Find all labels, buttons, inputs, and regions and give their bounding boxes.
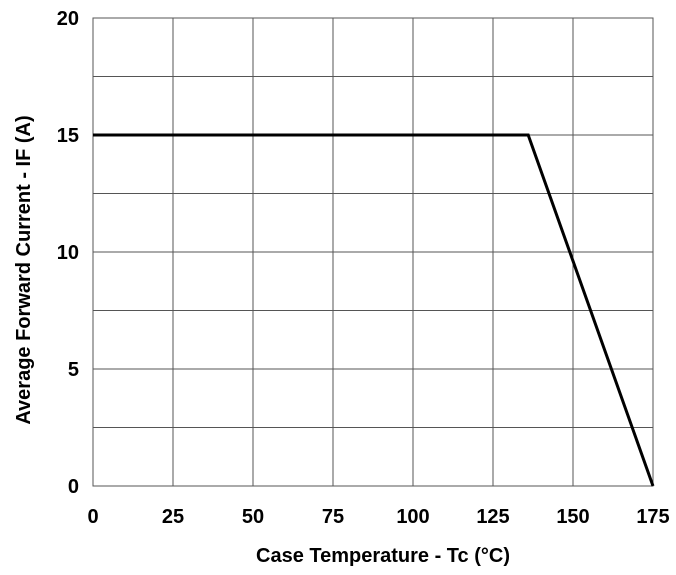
y-tick-label: 15 [57, 125, 79, 147]
y-tick-label: 5 [68, 359, 79, 381]
x-axis-label: Case Temperature - Tc (°C) [256, 545, 510, 567]
y-axis-label: Average Forward Current - IF (A) [13, 115, 35, 424]
x-tick-label: 25 [162, 506, 184, 528]
series-line [93, 133, 655, 487]
x-tick-label: 50 [242, 506, 264, 528]
y-tick-label: 20 [57, 8, 79, 30]
gridlines [93, 18, 653, 486]
plot-area-frame [92, 17, 654, 487]
x-axis-ticks: 0 25 50 75 100 125 150 175 [87, 506, 669, 528]
series-layer [93, 133, 655, 487]
x-tick-label: 125 [476, 506, 509, 528]
x-tick-label: 175 [636, 506, 669, 528]
y-tick-label: 0 [68, 476, 79, 498]
x-tick-label: 100 [396, 506, 429, 528]
x-tick-label: 150 [556, 506, 589, 528]
x-tick-label: 75 [322, 506, 344, 528]
y-axis-ticks: 0 5 10 15 20 [57, 8, 79, 498]
x-tick-label: 0 [87, 506, 98, 528]
y-tick-label: 10 [57, 242, 79, 264]
